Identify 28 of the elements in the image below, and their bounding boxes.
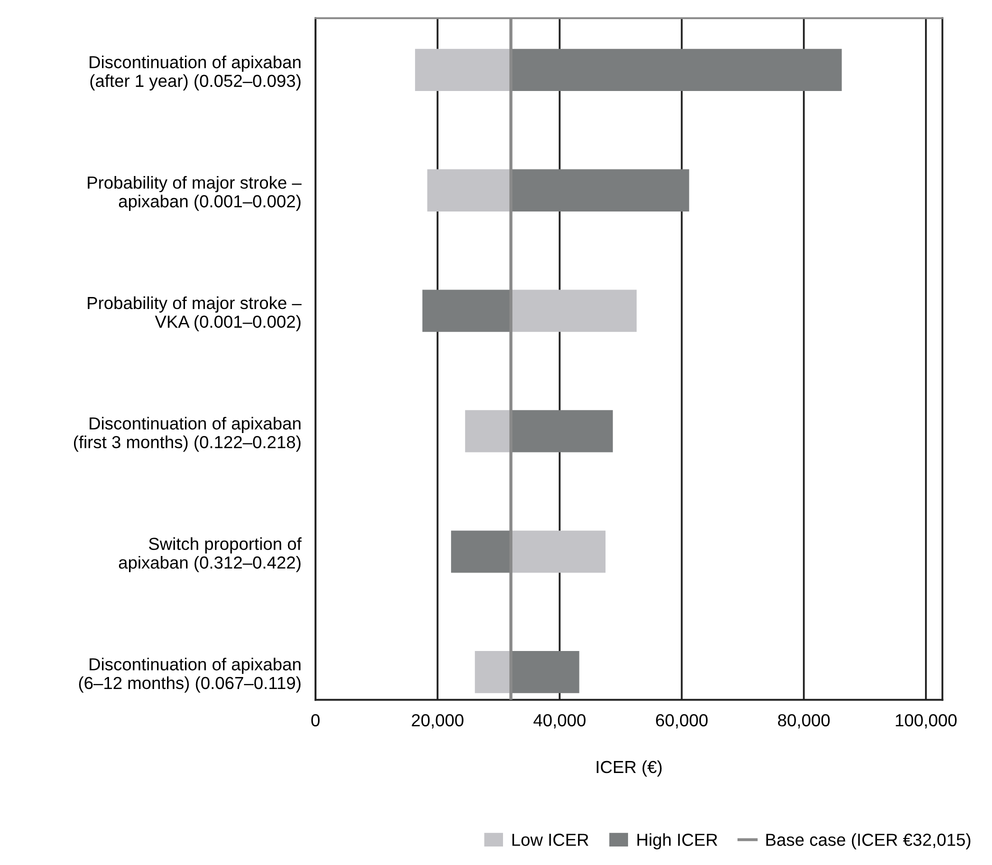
legend-label: High ICER xyxy=(637,833,718,850)
legend-label: Base case (ICER €32,015) xyxy=(766,833,970,850)
x-tick-label: 40,000 xyxy=(533,714,586,728)
bar xyxy=(474,651,511,694)
bar xyxy=(415,48,511,92)
x-tick-label: 20,000 xyxy=(412,714,464,728)
y-tick-label: Probability of major stroke – apixaban (0.001–0.002) xyxy=(88,176,302,211)
bar xyxy=(510,169,690,212)
bar xyxy=(510,410,613,452)
bar xyxy=(465,410,511,452)
x-tick-label: 0 xyxy=(311,714,320,726)
x-tick-label: 60,000 xyxy=(656,714,708,728)
x-axis-title: ICER (€) xyxy=(596,760,662,777)
y-tick-label: Switch proportion of apixaban (0.312–0.422) xyxy=(118,537,302,572)
x-tick-label: 100,000 xyxy=(896,714,957,728)
x-tick-label: 80,000 xyxy=(778,714,830,728)
bar xyxy=(510,290,637,332)
y-tick-label: Discontinuation of apixaban (first 3 months) (0.122–0.218) xyxy=(74,416,301,452)
bar xyxy=(510,530,606,573)
bar xyxy=(510,651,580,694)
bar xyxy=(422,290,511,332)
bar xyxy=(510,48,842,92)
y-tick-label: Discontinuation of apixaban (6–12 months) (0.067–0.119) xyxy=(79,658,301,693)
bar xyxy=(451,530,511,573)
y-tick-label: Discontinuation of apixaban (after 1 year) (0.052–0.093) xyxy=(90,56,301,90)
legend-label: Low ICER xyxy=(512,834,588,846)
bar xyxy=(427,169,511,212)
y-tick-label: Probability of major stroke – VKA (0.001–0.002) xyxy=(88,296,302,332)
